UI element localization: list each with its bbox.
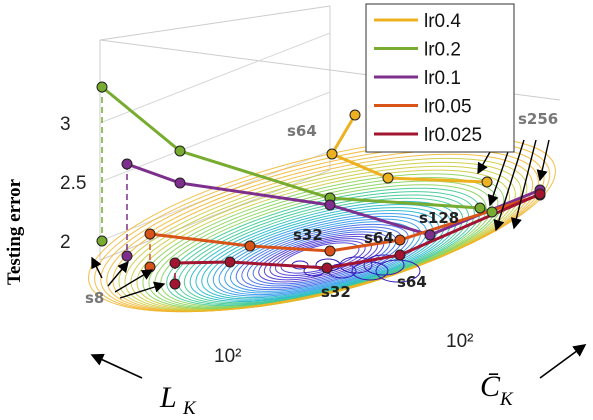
data-point-lr0.4 — [382, 172, 394, 184]
data-point-lr0.1 — [174, 177, 186, 189]
floor-point-lr0.025 — [169, 278, 181, 290]
x-axis-label-sub: K — [182, 398, 197, 419]
data-point-lr0.2 — [174, 145, 186, 157]
data-point-lr0.025 — [534, 188, 546, 200]
data-point-lr0.05 — [324, 245, 336, 257]
floor-point-lr0.1 — [121, 250, 133, 262]
legend-label-lr0.2: lr0.2 — [424, 40, 461, 61]
annotations: s64 s128 s32 s64 s32 s64 s256 s8 — [85, 110, 558, 307]
contour-line — [207, 210, 440, 299]
data-point-lr0.2 — [486, 206, 498, 218]
data-point-lr0.1 — [324, 199, 336, 211]
data-point-lr0.025 — [321, 262, 333, 274]
annotation-label: s8 — [85, 289, 104, 307]
annotation-arrow — [493, 139, 525, 232]
data-point-lr0.025 — [394, 249, 406, 261]
contour-line — [88, 136, 556, 313]
annotation-arrow — [91, 256, 103, 279]
floor-point-lr0.2 — [96, 235, 108, 247]
data-point-lr0.4 — [481, 176, 493, 188]
legend-label-lr0.4: lr0.4 — [424, 11, 461, 32]
x-tick-label: 10² — [214, 346, 241, 367]
annotation-arrow — [119, 281, 166, 299]
z-axis-title: C̄ K — [480, 344, 587, 410]
annotation-label: s32 — [293, 226, 323, 244]
data-point-lr0.1 — [424, 229, 436, 241]
z-axis-label-sub: K — [499, 389, 514, 410]
contour-line — [189, 200, 458, 303]
z-axis-arrow — [539, 344, 587, 379]
grid-line — [99, 5, 331, 41]
y-tick-label: 2 — [60, 232, 71, 253]
annotation-arrow — [510, 139, 537, 230]
contour-line — [351, 261, 389, 281]
contour-line — [201, 207, 446, 300]
x-axis-arrow — [90, 353, 143, 379]
contour-line — [195, 204, 452, 301]
legend-label-lr0.1: lr0.1 — [424, 68, 461, 89]
annotation-label: s64 — [287, 122, 317, 140]
series-line-lr0.4 — [329, 114, 488, 184]
legend-label-lr0.05: lr0.05 — [424, 97, 472, 118]
data-point-lr0.2 — [474, 202, 486, 214]
contour-line — [235, 223, 409, 291]
contour-line — [229, 221, 415, 292]
grid-line — [99, 32, 331, 124]
contour-line — [363, 254, 405, 276]
z-tick-label: 10² — [446, 331, 473, 352]
series-points — [96, 81, 546, 290]
data-point-lr0.025 — [169, 257, 181, 269]
annotation-arrow — [536, 139, 550, 182]
data-point-lr0.05 — [244, 240, 256, 252]
z-axis-label: C̄ — [480, 370, 501, 403]
data-point-lr0.4 — [326, 148, 338, 160]
contour-line — [183, 197, 464, 304]
annotation-label: s128 — [419, 209, 459, 227]
y-tick-labels: 22.53 — [60, 114, 86, 253]
x-axis-label: L — [159, 381, 177, 414]
data-point-lr0.2 — [96, 81, 108, 93]
legend: lr0.4 lr0.2 lr0.1 lr0.05 lr0.025 — [365, 3, 515, 153]
legend-label-lr0.025: lr0.025 — [424, 125, 482, 146]
data-point-lr0.05 — [144, 228, 156, 240]
data-point-lr0.1 — [121, 158, 133, 170]
contour-line — [212, 212, 434, 297]
y-axis-label: Testing error — [4, 178, 25, 285]
y-tick-label: 3 — [60, 114, 71, 135]
x-axis-title: L K — [90, 353, 197, 419]
annotation-label: s64 — [397, 273, 427, 291]
annotation-arrow — [107, 260, 129, 287]
data-point-lr0.4 — [349, 109, 361, 121]
data-point-lr0.05 — [394, 234, 406, 246]
annotation-label: s32 — [321, 283, 351, 301]
data-point-lr0.025 — [224, 256, 236, 268]
annotation-label: s64 — [364, 229, 394, 247]
annotation-arrow — [114, 269, 154, 293]
contour-line — [218, 215, 428, 296]
annotation-label: s256 — [518, 110, 558, 128]
y-tick-label: 2.5 — [60, 173, 86, 194]
